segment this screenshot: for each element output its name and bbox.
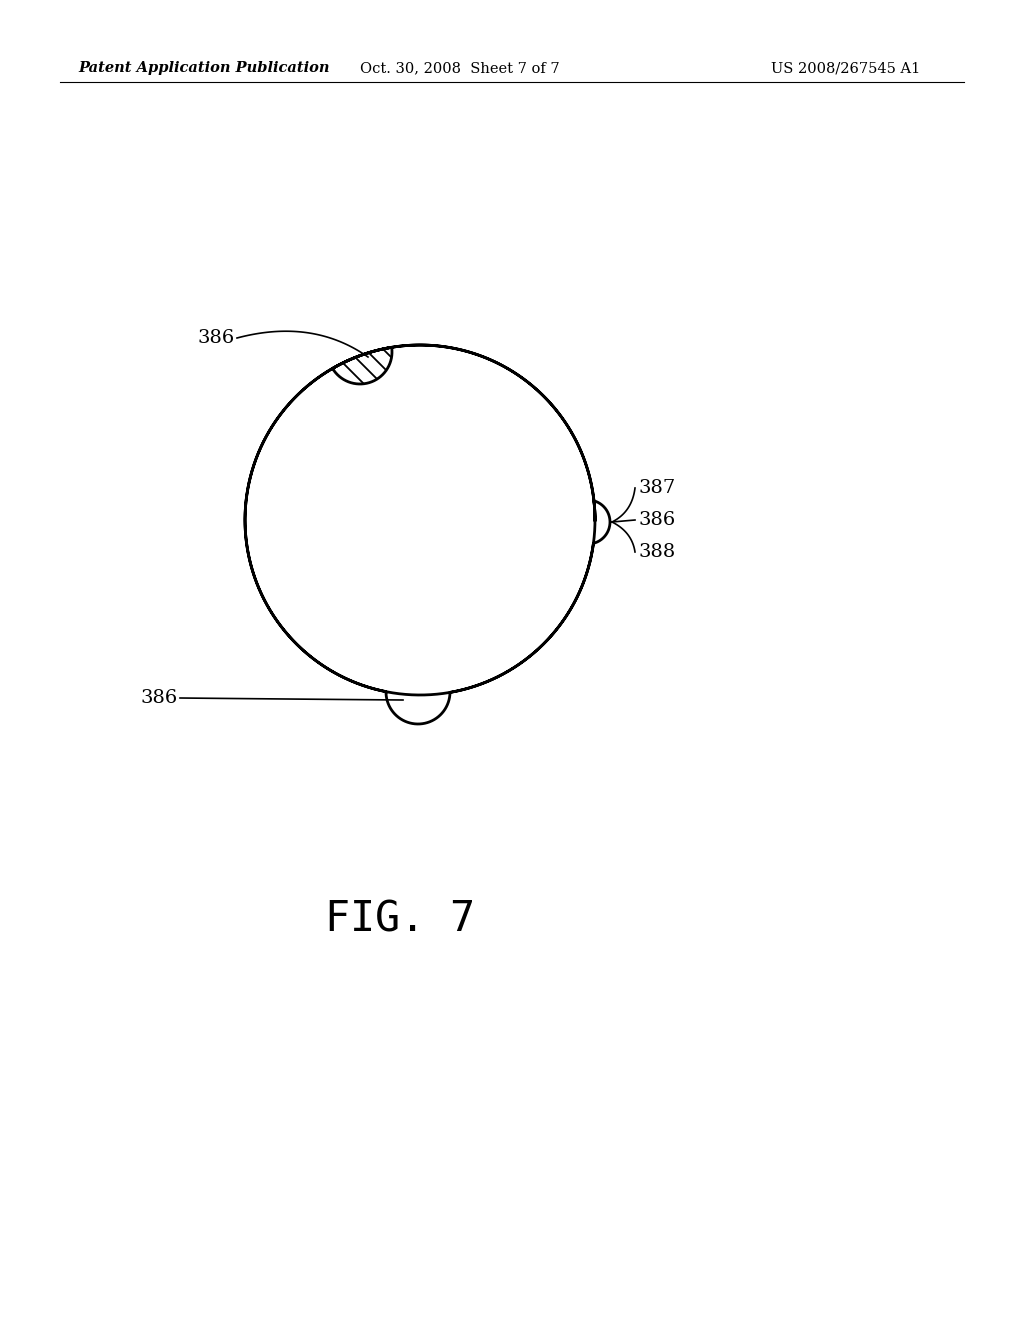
Text: FIG. 7: FIG. 7 xyxy=(325,899,475,941)
Text: 387: 387 xyxy=(638,479,675,498)
Polygon shape xyxy=(245,345,610,723)
Text: US 2008/267545 A1: US 2008/267545 A1 xyxy=(771,61,920,75)
Text: 386: 386 xyxy=(638,511,675,529)
Text: 388: 388 xyxy=(638,543,675,561)
Text: 386: 386 xyxy=(198,329,234,347)
Text: 386: 386 xyxy=(140,689,178,708)
Text: Oct. 30, 2008  Sheet 7 of 7: Oct. 30, 2008 Sheet 7 of 7 xyxy=(360,61,560,75)
Text: Patent Application Publication: Patent Application Publication xyxy=(78,61,330,75)
